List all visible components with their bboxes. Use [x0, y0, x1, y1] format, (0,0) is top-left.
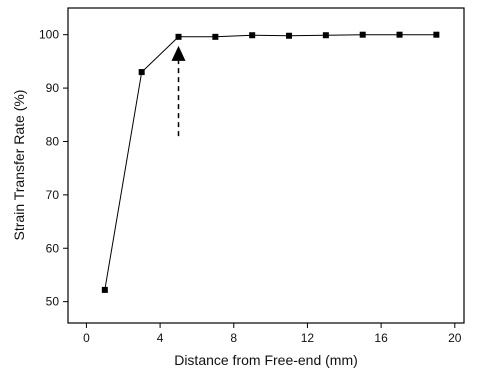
data-point [396, 31, 403, 38]
plot-frame [67, 7, 465, 324]
x-tick-label: 4 [157, 331, 164, 345]
y-tick-label: 100 [39, 28, 59, 42]
y-tick-label: 70 [46, 188, 60, 202]
data-point [101, 286, 108, 293]
y-tick-label: 50 [46, 295, 60, 309]
y-tick-label: 90 [46, 81, 60, 95]
y-tick-label: 60 [46, 241, 60, 255]
data-point [359, 31, 366, 38]
arrow-head [171, 45, 186, 61]
x-tick-label: 16 [374, 331, 388, 345]
data-point [433, 31, 440, 38]
x-tick-label: 20 [448, 331, 462, 345]
x-tick-label: 8 [230, 331, 237, 345]
data-point [249, 32, 256, 39]
data-point [138, 69, 145, 76]
x-axis-ticks: 0 4 8 12 16 20 [83, 323, 462, 345]
x-axis-title: Distance from Free-end (mm) [174, 352, 358, 368]
series-layer [101, 31, 440, 293]
y-tick-label: 80 [46, 134, 60, 148]
y-axis-ticks: 50 60 70 80 90 100 [39, 28, 68, 309]
data-point [212, 33, 219, 40]
x-tick-label: 0 [83, 331, 90, 345]
data-point [175, 33, 182, 40]
series-line [104, 34, 437, 290]
x-tick-label: 12 [301, 331, 315, 345]
annotation-layer [171, 45, 186, 137]
y-axis-title: Strain Transfer Rate (%) [11, 90, 27, 241]
data-point [286, 32, 293, 39]
data-point [322, 32, 329, 39]
